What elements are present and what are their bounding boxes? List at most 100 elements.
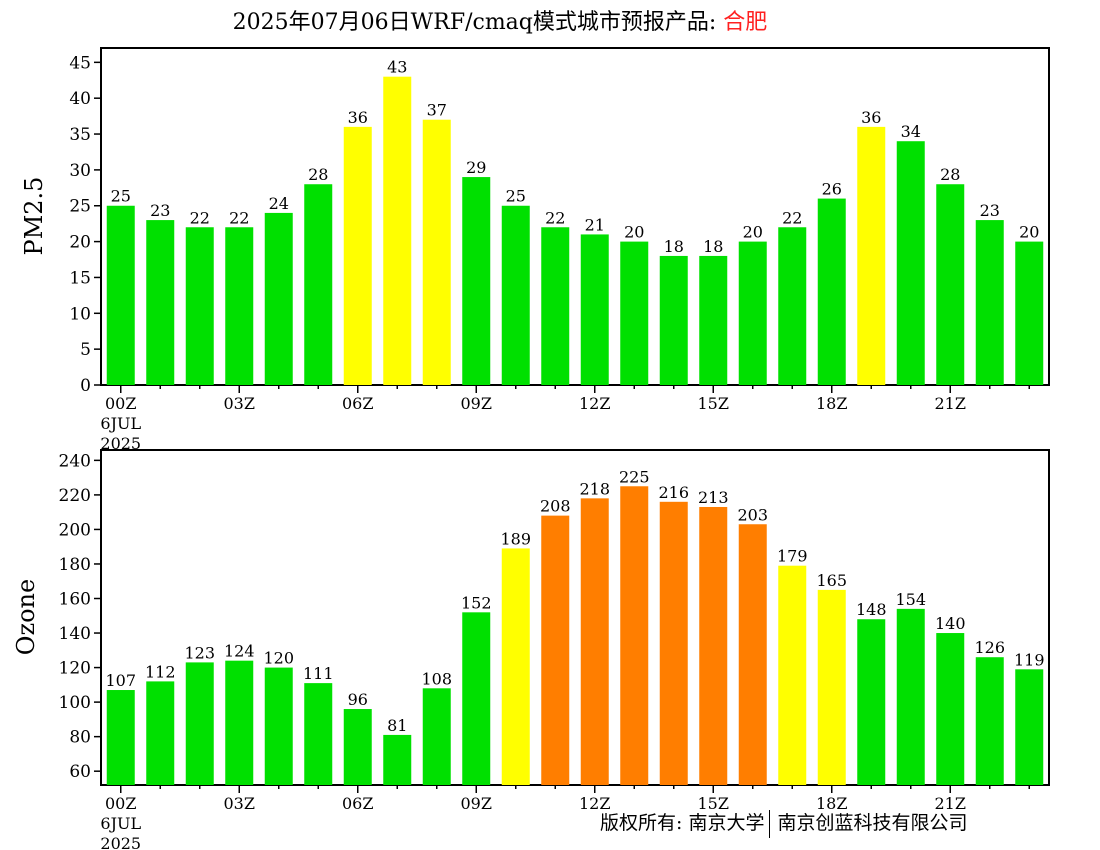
company-text: 南京创蓝科技有限公司	[777, 812, 968, 834]
chart1-bar-value-label: 24	[269, 194, 289, 213]
chart1-bar-value-label: 22	[229, 208, 249, 227]
chart2-x-tick-label: 03Z	[224, 794, 255, 813]
chart1-bar-value-label: 23	[150, 201, 170, 220]
chart1-x-tick-label: 09Z	[461, 394, 492, 413]
chart1-bar	[501, 205, 530, 385]
chart2-bar	[264, 667, 293, 785]
chart2-x-tick-label: 12Z	[579, 794, 610, 813]
chart1-bar-value-label: 25	[111, 187, 131, 206]
chart2-bar	[225, 660, 254, 785]
chart2-bar	[620, 486, 649, 785]
chart2-x-tick-label: 18Z	[816, 794, 847, 813]
chart1-bar	[343, 126, 372, 385]
chart2-bar	[383, 734, 412, 785]
chart2-y-tick-label: 140	[59, 624, 91, 644]
chart2-bar	[778, 565, 807, 785]
chart2-bar-value-label: 152	[461, 593, 492, 612]
copyright-text: 版权所有: 南京大学	[600, 812, 765, 834]
chart2-bar	[738, 524, 767, 785]
chart2-y-tick-label: 160	[59, 590, 91, 610]
copyright-footer: 版权所有: 南京大学 南京创蓝科技有限公司	[600, 808, 967, 838]
chart1-bar	[304, 184, 333, 385]
chart2-bar	[541, 515, 570, 785]
chart2-bar	[146, 681, 175, 785]
chart2-bar-value-label: 140	[935, 614, 966, 633]
chart1-plot-frame	[100, 47, 1050, 386]
chart2-bar	[580, 498, 609, 785]
chart2-bar-value-label: 213	[698, 488, 729, 507]
chart2-bar-value-label: 189	[500, 529, 531, 548]
chart1-bar-value-label: 20	[743, 223, 763, 242]
chart1-y-axis-label: PM2.5	[20, 177, 48, 256]
chart2-bar-value-label: 124	[224, 642, 255, 661]
chart1-bar	[185, 227, 214, 385]
chart2-date-label: 6JUL	[100, 814, 141, 833]
chart2-bar	[659, 501, 688, 785]
chart2-bar-value-label: 119	[1014, 650, 1045, 669]
chart1-bar-value-label: 18	[664, 237, 684, 256]
chart2-x-tick-label: 15Z	[698, 794, 729, 813]
chart1-y-tick-label: 25	[69, 197, 91, 217]
chart2-bar-value-label: 148	[856, 600, 887, 619]
chart2-bar	[699, 506, 728, 785]
chart1-bar	[896, 141, 925, 385]
chart1-y-tick-label: 40	[69, 89, 91, 109]
chart2-bar-value-label: 179	[777, 547, 808, 566]
chart2-bar	[422, 688, 451, 785]
chart1-x-tick-label: 18Z	[816, 394, 847, 413]
chart2-bar	[936, 633, 965, 785]
chart1-bar-value-label: 18	[703, 237, 723, 256]
chart2-bar-value-label: 225	[619, 467, 650, 486]
chart1-bar	[462, 177, 491, 385]
chart1-bar	[106, 205, 135, 385]
chart1-bar	[541, 227, 570, 385]
chart1-bar-value-label: 22	[190, 208, 210, 227]
chart2-bar-value-label: 203	[737, 505, 768, 524]
chart2-bar	[501, 548, 530, 785]
title-text: 2025年07月06日WRF/cmaq模式城市预报产品:	[232, 10, 724, 35]
chart2-x-tick-label: 00Z	[105, 794, 136, 813]
chart1-bar-value-label: 37	[427, 101, 447, 120]
chart2-y-tick-label: 180	[59, 555, 91, 575]
chart1-y-tick-label: 10	[69, 304, 91, 324]
chart1-bar-value-label: 22	[782, 208, 802, 227]
chart2-bar	[462, 612, 491, 785]
chart2-bar	[1015, 669, 1044, 785]
chart1-bar	[738, 241, 767, 385]
chart1-bar-value-label: 22	[545, 208, 565, 227]
chart1-bar	[817, 198, 846, 385]
chart1-y-tick-label: 0	[80, 376, 91, 396]
chart1-y-tick-label: 45	[69, 53, 91, 73]
chart1-x-tick-label: 06Z	[342, 394, 373, 413]
chart2-plot-frame	[100, 449, 1050, 786]
chart1-bar	[1015, 241, 1044, 385]
chart2-bar-value-label: 107	[105, 671, 136, 690]
chart1-bar	[264, 212, 293, 385]
chart2-bar	[185, 662, 214, 785]
chart1-bar-value-label: 36	[861, 108, 881, 127]
chart2-x-tick-label: 09Z	[461, 794, 492, 813]
chart1-bar-value-label: 21	[585, 215, 605, 234]
chart2-bar-value-label: 123	[184, 643, 215, 662]
chart1-y-tick-label: 20	[69, 233, 91, 253]
chart1-bar	[620, 241, 649, 385]
chart2-y-tick-label: 100	[59, 693, 91, 713]
chart1-bar	[225, 227, 254, 385]
title-city: 合肥	[723, 10, 768, 35]
chart2-bar-value-label: 111	[303, 664, 334, 683]
chart1-bar	[383, 76, 412, 386]
chart2-bar	[343, 709, 372, 785]
chart2-bar	[975, 657, 1004, 785]
chart2-bar-value-label: 165	[816, 571, 847, 590]
chart2-date-label: 2025	[100, 834, 141, 850]
chart1-bar	[936, 184, 965, 385]
chart2-bar-value-label: 208	[540, 497, 571, 516]
chart2-bar	[106, 690, 135, 785]
chart2-y-tick-label: 240	[59, 451, 91, 471]
chart1-bar	[699, 255, 728, 385]
chart1-x-tick-label: 12Z	[579, 394, 610, 413]
chart-title: 2025年07月06日WRF/cmaq模式城市预报产品: 合肥	[0, 4, 1000, 36]
footer-separator	[769, 810, 771, 838]
chart1-y-tick-label: 15	[69, 268, 91, 288]
